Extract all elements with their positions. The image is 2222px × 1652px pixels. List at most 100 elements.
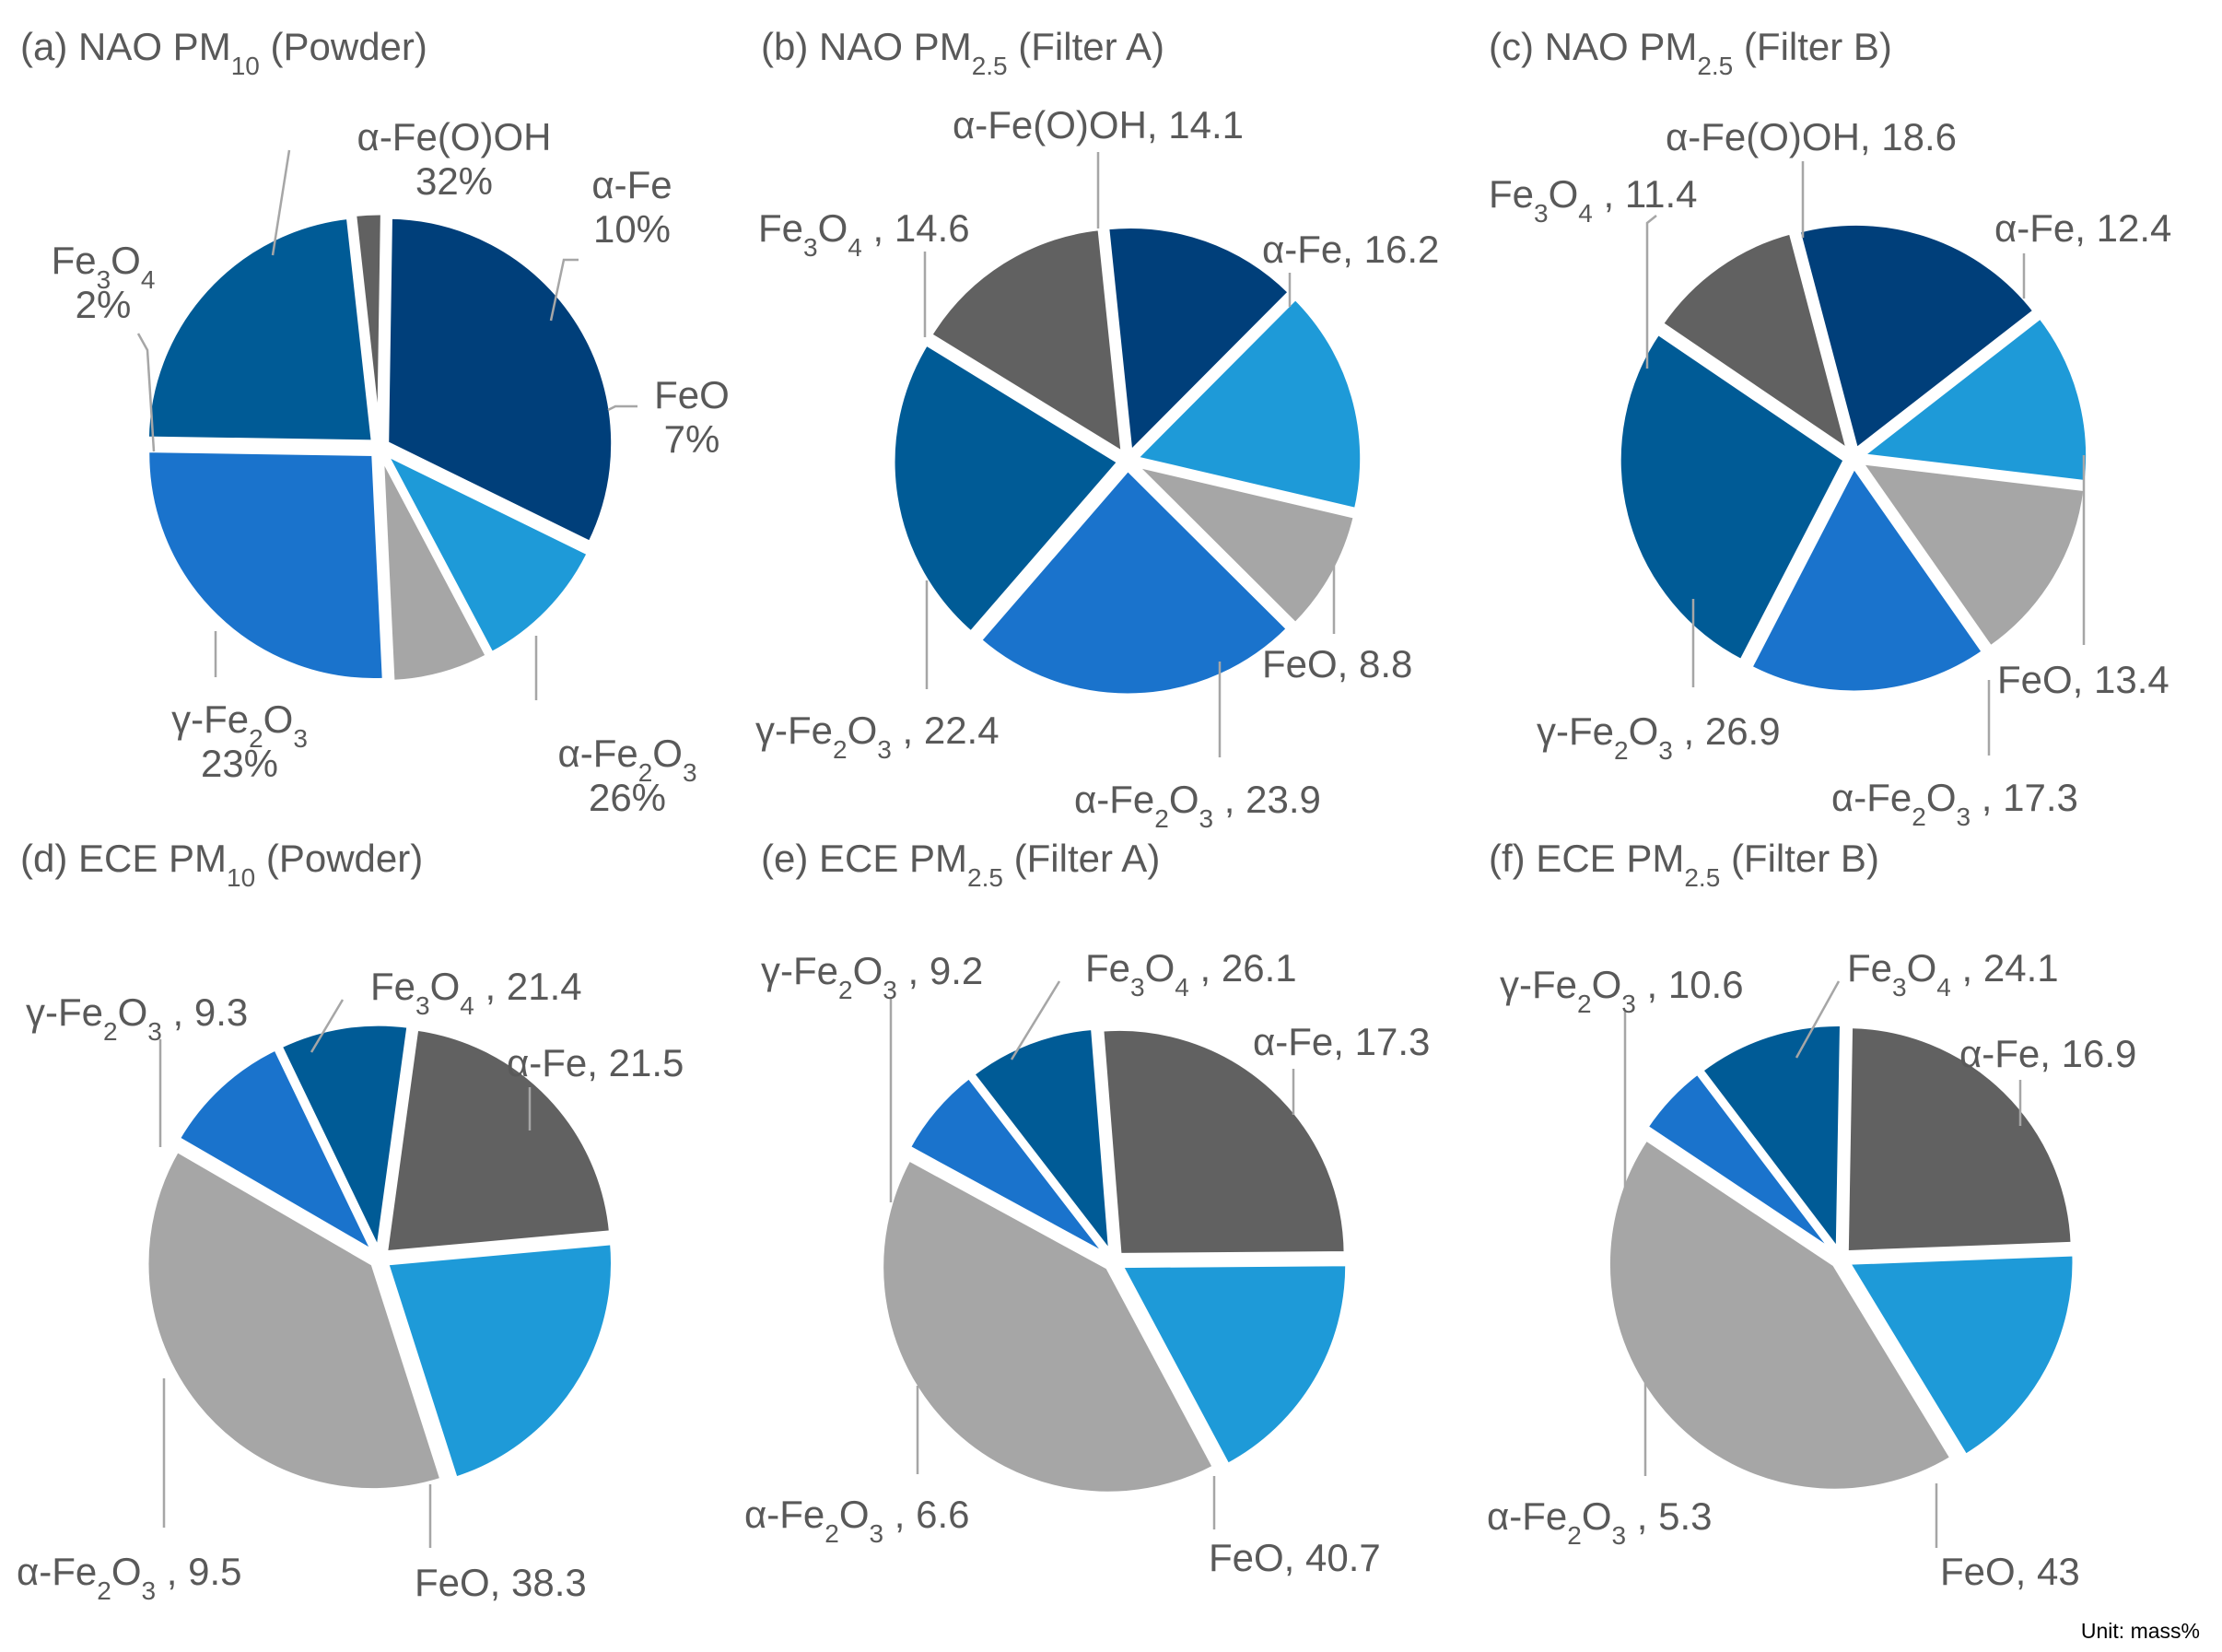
pie-slice-g-fe2o3 — [890, 340, 1123, 637]
pie-slice-fe3o4 — [1843, 1024, 2076, 1256]
slice-label: 2% — [76, 283, 132, 326]
pie-slice-fe3o4 — [1657, 228, 1853, 457]
slice-label: FeO, 43 — [1940, 1550, 2080, 1593]
slice-label: γ-Fe2O3 , 9.3 — [26, 990, 248, 1046]
chart-e: (e) ECE PM2.5 (Filter A) Fe3O4 , 26.1 α-Fe… — [744, 837, 1430, 1579]
chart-f: (f) ECE PM2.5 (Filter B) Fe3O4 , 24.1 α-Fe… — [1487, 837, 2136, 1593]
pie-slices — [890, 223, 1365, 698]
pie-slice-g-fe2o3 — [1697, 1021, 1845, 1258]
slice-label: 26% — [589, 776, 666, 819]
pie-slice-g-fe2o3 — [968, 1025, 1114, 1261]
slice-label: Fe3O4 , 14.6 — [758, 206, 970, 262]
leader-line — [1010, 980, 1061, 1060]
slice-labels: α-Fe(O)OH, 18.6 α-Fe, 12.4 FeO, 13.4 α-Fe2O… — [1489, 115, 2171, 831]
leader-line — [136, 333, 156, 452]
pie-slices — [144, 1021, 615, 1494]
slice-label: γ-Fe2O3 , 10.6 — [1500, 963, 1744, 1018]
pie-slice-a-fe — [1117, 1261, 1351, 1469]
leader-line — [271, 149, 291, 256]
slice-label: Fe3O4 — [52, 239, 156, 294]
leader-line — [310, 999, 345, 1053]
pie-slice-a-fe — [1855, 313, 2091, 486]
slice-label: α-Fe2O3 , 23.9 — [1074, 778, 1321, 833]
chart-d: (d) ECE PM10 (Powder) Fe3O4 , 21.4 α-Fe, 2… — [17, 837, 684, 1605]
pie-slice-feo — [1605, 1135, 1956, 1494]
pie-slice-feo — [144, 1146, 446, 1494]
slice-label: FeO, 40.7 — [1209, 1536, 1381, 1579]
leader-line — [1645, 215, 1657, 369]
slice-labels: Fe3O4 , 26.1 α-Fe, 17.3 FeO, 40.7 α-Fe2O3 ,… — [744, 946, 1430, 1579]
pie-slice-fe3o4 — [382, 1025, 614, 1256]
slice-labels: Fe3O4 , 24.1 α-Fe, 16.9 FeO, 43 α-Fe2O3 , 5… — [1487, 946, 2136, 1593]
slice-label: α-Fe(O)OH — [357, 115, 552, 158]
pie-slice-a-fe2o3 — [145, 448, 387, 683]
pie-slice-a-fe2o3 — [1643, 1069, 1837, 1255]
slice-label: α-Fe, 16.2 — [1262, 228, 1439, 271]
slice-label: γ-Fe2O3 , 26.9 — [1537, 709, 1781, 765]
chart-title: (b) NAO PM2.5 (Filter A) — [761, 25, 1164, 80]
pie-slice-a-fe2o3 — [1747, 462, 1988, 696]
slice-label: Fe3O4 , 11.4 — [1489, 172, 1697, 228]
pie-slice-fe3o4 — [1099, 1025, 1349, 1258]
slice-label: α-Fe(O)OH, 14.1 — [953, 103, 1244, 146]
slice-label: α-Fe2O3 , 6.6 — [744, 1493, 970, 1548]
leader-line — [1795, 980, 1841, 1059]
slice-label: γ-Fe2O3 , 22.4 — [755, 709, 1000, 764]
leader-line — [549, 258, 579, 322]
slice-label: 7% — [664, 417, 720, 461]
pie-slice-a-fe — [380, 448, 592, 658]
pie-slice-g-fe2o3 — [1616, 329, 1849, 665]
pie-slices — [144, 210, 616, 685]
slice-label: FeO, 8.8 — [1262, 642, 1412, 685]
chart-title: (f) ECE PM2.5 (Filter B) — [1489, 837, 1879, 892]
slice-label: FeO, 38.3 — [415, 1561, 587, 1604]
pie-slices — [879, 1025, 1351, 1496]
pie-slice-fe3o4 — [351, 210, 385, 440]
unit-note: Unit: mass% — [2081, 1619, 2200, 1643]
chart-c: (c) NAO PM2.5 (Filter B)α-Fe(O)OH, 18.6α… — [1489, 25, 2171, 831]
leader-line — [607, 404, 637, 412]
pie-slice-a-fe2o3 — [905, 1072, 1110, 1259]
pie-slice-a-fe — [1843, 1251, 2077, 1460]
slice-label: γ-Fe2O3 , 9.2 — [761, 949, 983, 1004]
slice-label: α-Fe, 21.5 — [507, 1041, 684, 1084]
slice-label: α-Fe2O3 , 9.5 — [17, 1550, 242, 1605]
slice-label: α-Fe, 17.3 — [1253, 1020, 1430, 1063]
pie-slices — [1616, 220, 2091, 696]
chart-title: (a) NAO PM10 (Powder) — [20, 25, 427, 80]
pie-slice-a-fe2o3 — [976, 465, 1292, 698]
slice-label: FeO, 13.4 — [1997, 658, 2169, 701]
pie-slices — [1605, 1021, 2077, 1494]
chart-title: (d) ECE PM10 (Powder) — [20, 837, 423, 892]
slice-label: FeO — [654, 373, 730, 416]
pie-slice-a-fe — [383, 1240, 615, 1482]
pie-slice-a-fe-o-oh — [1795, 220, 2039, 454]
slice-labels: Fe3O4 , 21.4 α-Fe, 21.5 FeO, 38.3 α-Fe2O3 ,… — [17, 965, 684, 1605]
slice-label: 23% — [201, 742, 278, 785]
slice-label: α-Fe2O3 , 17.3 — [1831, 776, 2078, 831]
pie-slice-feo — [879, 1155, 1218, 1496]
slice-label: γ-Fe2O3 — [171, 697, 308, 753]
pie-slice-g-fe2o3 — [276, 1021, 412, 1259]
slice-label: α-Fe, 16.9 — [1959, 1032, 2136, 1075]
pie-slice-a-fe-o-oh — [1104, 223, 1294, 458]
slice-label: 32% — [415, 159, 493, 203]
slice-labels: α-Fe(O)OH, 14.1 α-Fe, 16.2 FeO, 8.8 α-Fe2O3… — [755, 103, 1439, 833]
pie-slice-feo — [379, 454, 491, 685]
pie-slice-a-fe — [1130, 294, 1365, 513]
slice-label: Fe3O4 , 24.1 — [1847, 946, 2059, 1002]
slice-label: Fe3O4 , 26.1 — [1085, 946, 1297, 1002]
slice-label: α-Fe2O3 — [557, 732, 696, 787]
chart-title: (e) ECE PM2.5 (Filter A) — [761, 837, 1160, 892]
slice-label: α-Fe — [591, 163, 672, 206]
slice-label: 10% — [593, 207, 671, 251]
slice-label: Fe3O4 , 21.4 — [370, 965, 582, 1020]
slice-label: α-Fe(O)OH, 18.6 — [1666, 115, 1957, 158]
slice-label: α-Fe2O3 , 5.3 — [1487, 1494, 1713, 1550]
chart-b: (b) NAO PM2.5 (Filter A)α-Fe(O)OH, 14.1α… — [755, 25, 1439, 833]
chart-title: (c) NAO PM2.5 (Filter B) — [1489, 25, 1892, 80]
